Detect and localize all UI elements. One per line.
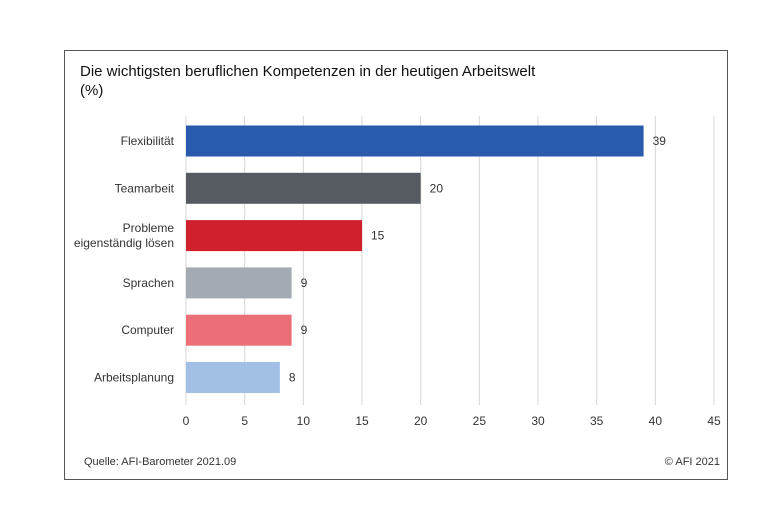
chart-subtitle: (%) <box>80 82 104 99</box>
bar <box>186 362 280 393</box>
x-tick-label: 45 <box>707 414 721 428</box>
bar <box>186 220 362 252</box>
x-tick-label: 20 <box>414 414 428 428</box>
bar <box>186 267 292 299</box>
bar <box>186 314 292 346</box>
source-note: Quelle: AFI-Barometer 2021.09 <box>84 456 237 468</box>
chart-frame <box>64 50 728 480</box>
data-label: 9 <box>301 276 308 290</box>
category-label: Flexibilität <box>121 134 175 148</box>
category-label: Teamarbeit <box>115 181 175 195</box>
x-tick-label: 15 <box>355 414 369 428</box>
category-label: Probleme eigenständig lösen <box>74 221 174 250</box>
data-label: 39 <box>653 134 667 148</box>
data-label: 15 <box>371 229 385 243</box>
category-label: Computer <box>121 323 174 337</box>
x-tick-label: 35 <box>590 414 604 428</box>
x-tick-label: 25 <box>473 414 487 428</box>
x-tick-label: 10 <box>297 414 311 428</box>
x-tick-label: 5 <box>241 414 248 428</box>
chart-title-block: Die wichtigsten beruflichen Kompetenzen … <box>80 62 535 100</box>
category-label: Sprachen <box>123 276 174 290</box>
bar <box>186 172 421 204</box>
category-label: Arbeitsplanung <box>94 371 174 385</box>
data-label: 8 <box>289 371 296 385</box>
copyright-note: © AFI 2021 <box>664 456 720 468</box>
data-label: 9 <box>301 323 308 337</box>
bar <box>186 125 644 157</box>
x-tick-label: 30 <box>531 414 545 428</box>
data-label: 20 <box>430 181 444 195</box>
x-tick-label: 40 <box>649 414 663 428</box>
chart-title: Die wichtigsten beruflichen Kompetenzen … <box>80 63 536 80</box>
x-tick-label: 0 <box>183 414 190 428</box>
